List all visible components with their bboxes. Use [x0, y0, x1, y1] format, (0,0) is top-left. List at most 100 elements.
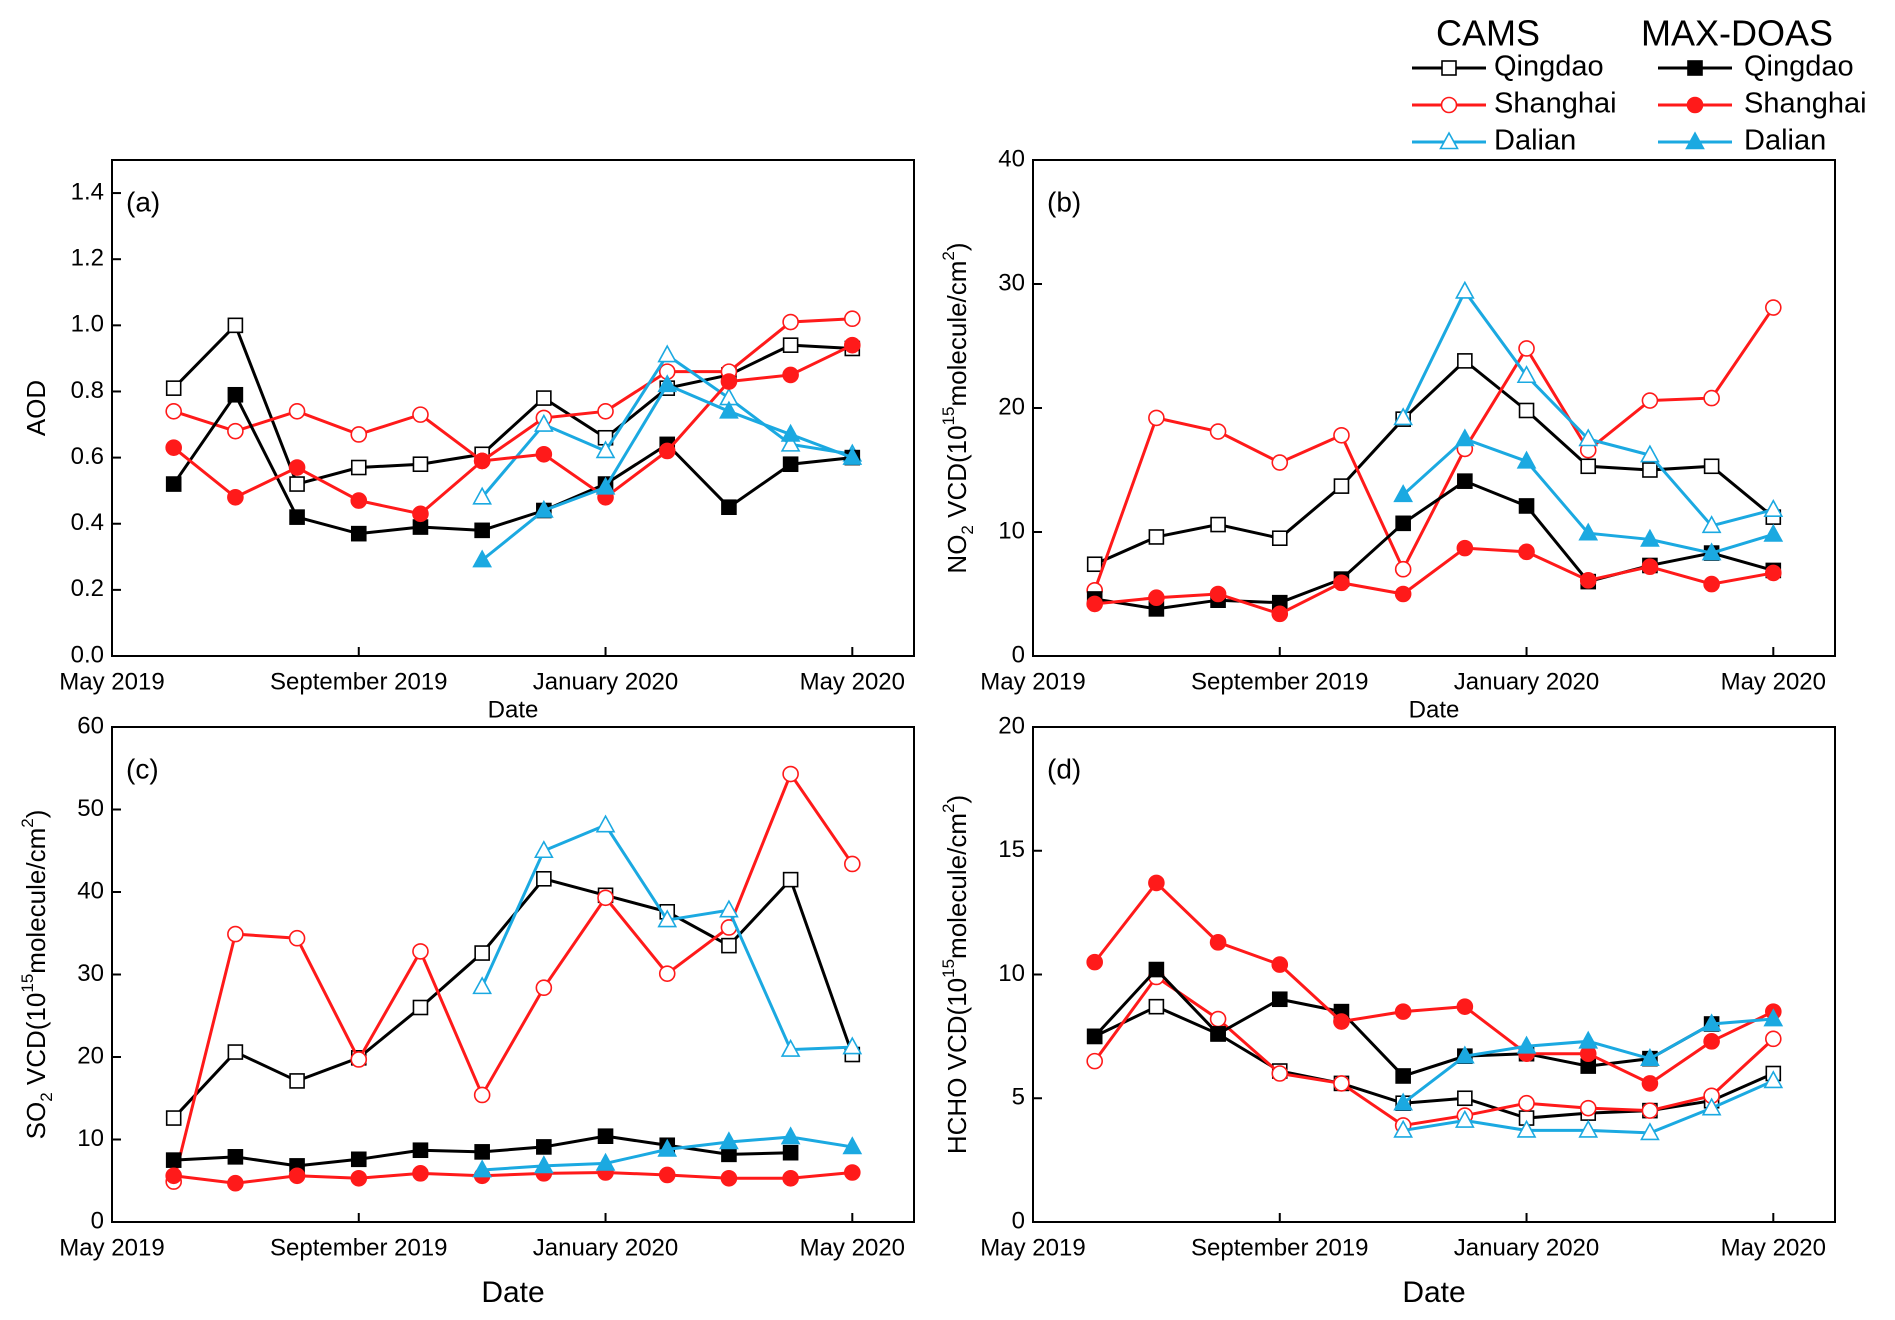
marker	[536, 390, 552, 406]
marker	[227, 1044, 244, 1060]
marker	[1439, 131, 1459, 150]
marker	[472, 486, 493, 505]
x-tick-label: September 2019	[270, 1234, 447, 1261]
marker	[289, 1073, 305, 1089]
legend-label: Shanghai	[1494, 88, 1617, 120]
panel: (a) 0.0 0.2 0.4 0.6 0.8 1.0 1.2 1.4 May 2019 Septe…	[21, 159, 915, 723]
marker	[1086, 953, 1103, 971]
marker	[1271, 530, 1288, 547]
marker	[412, 943, 429, 960]
y-axis-label-part: molecule/cm	[942, 261, 972, 407]
series-line	[481, 382, 853, 562]
x-tick-label: September 2019	[1191, 668, 1368, 695]
marker	[472, 1159, 493, 1178]
marker	[844, 310, 861, 328]
marker	[1578, 1119, 1599, 1138]
y-axis-label-part: 15	[18, 974, 37, 993]
marker	[1148, 529, 1165, 545]
marker	[227, 422, 244, 440]
legend-label: Dalian	[1744, 125, 1826, 157]
y-tick-label: 0	[1012, 641, 1025, 668]
marker	[227, 317, 244, 334]
y-tick-label: 1.4	[71, 178, 104, 205]
marker	[533, 499, 554, 518]
x-tick-label: May 2020	[1721, 668, 1826, 695]
y-axis-label-part: )	[942, 242, 972, 251]
marker	[1516, 1035, 1537, 1054]
marker	[657, 374, 678, 393]
marker	[165, 380, 182, 396]
marker	[1518, 402, 1535, 419]
marker	[1148, 874, 1165, 892]
y-tick-label: 0.8	[71, 377, 104, 404]
y-tick-label: 0.4	[71, 509, 104, 536]
y-tick-label: 0.2	[71, 575, 104, 602]
marker	[1640, 1122, 1660, 1141]
marker	[657, 344, 678, 363]
y-tick-label: 40	[77, 877, 104, 904]
y-axis-label-part: )	[942, 795, 972, 804]
y-tick-label: 50	[77, 795, 104, 822]
marker	[595, 1152, 616, 1171]
marker	[473, 452, 491, 470]
marker	[1333, 478, 1350, 494]
marker	[719, 899, 739, 918]
marker	[289, 476, 305, 492]
marker	[165, 439, 182, 456]
marker	[1641, 1102, 1659, 1119]
marker	[1148, 961, 1165, 978]
marker	[1687, 60, 1703, 76]
marker	[227, 925, 244, 943]
y-tick-label: 20	[998, 712, 1025, 739]
marker	[165, 1110, 182, 1126]
y-tick-label: 40	[998, 145, 1025, 172]
marker	[1703, 1033, 1720, 1050]
x-tick-label: May 2020	[1721, 1234, 1826, 1261]
x-axis-label: Date	[481, 1276, 544, 1309]
y-tick-label: 20	[998, 393, 1025, 420]
y-tick-label: 0	[1012, 1207, 1025, 1234]
series-line	[1094, 358, 1775, 566]
marker	[719, 400, 739, 419]
y-tick-label: 0.0	[71, 641, 104, 668]
marker	[1580, 458, 1597, 475]
marker	[1440, 96, 1458, 114]
marker	[595, 476, 616, 495]
marker	[412, 1142, 429, 1159]
marker	[1763, 1008, 1784, 1027]
marker	[1454, 1109, 1475, 1128]
marker	[1516, 365, 1537, 384]
series-line	[1094, 1005, 1774, 1120]
marker	[1701, 542, 1722, 561]
marker	[1516, 1119, 1537, 1138]
marker	[1333, 1075, 1350, 1092]
series-line	[172, 770, 854, 1182]
x-axis-label: Date	[1409, 696, 1460, 723]
marker	[474, 1144, 490, 1160]
marker	[1271, 605, 1289, 623]
marker	[412, 1165, 429, 1182]
marker	[1686, 96, 1704, 114]
plot-frame	[111, 159, 915, 657]
marker	[412, 406, 429, 423]
marker	[782, 366, 799, 384]
y-tick-label: 30	[77, 960, 104, 987]
marker	[1209, 934, 1227, 951]
y-tick-label: 60	[77, 712, 104, 739]
y-axis-label-part: molecule/cm	[942, 813, 972, 959]
x-tick-label: January 2020	[1454, 668, 1599, 695]
marker	[1086, 556, 1103, 573]
marker	[289, 509, 305, 525]
marker	[1333, 574, 1350, 592]
marker	[782, 765, 799, 783]
series-line	[173, 317, 853, 463]
y-axis-label-part: 2	[939, 804, 958, 813]
marker	[1457, 473, 1473, 489]
marker	[1271, 991, 1288, 1008]
marker	[350, 1151, 367, 1168]
marker	[412, 519, 429, 535]
marker	[780, 1038, 801, 1057]
y-tick-label: 30	[998, 269, 1025, 296]
panel-label: (a)	[126, 186, 160, 217]
